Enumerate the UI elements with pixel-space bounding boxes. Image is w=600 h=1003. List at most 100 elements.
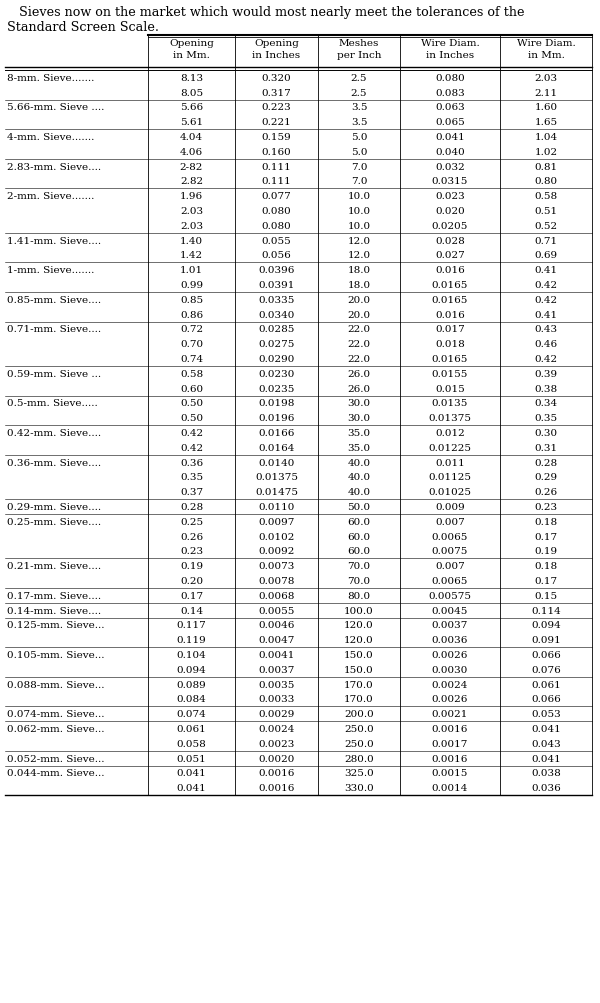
Text: 20.0: 20.0 — [347, 296, 371, 305]
Text: 0.81: 0.81 — [535, 162, 557, 172]
Text: 0.020: 0.020 — [435, 207, 465, 216]
Text: 0.056: 0.056 — [262, 251, 292, 260]
Text: 0.028: 0.028 — [435, 237, 465, 246]
Text: 5.66-mm. Sieve ....: 5.66-mm. Sieve .... — [7, 103, 104, 112]
Text: 0.0166: 0.0166 — [259, 428, 295, 437]
Text: 0.0017: 0.0017 — [432, 739, 468, 748]
Text: Wire Diam.: Wire Diam. — [517, 39, 575, 48]
Text: 0.0164: 0.0164 — [259, 443, 295, 452]
Text: 0.0065: 0.0065 — [432, 533, 468, 542]
Text: 5.66: 5.66 — [180, 103, 203, 112]
Text: 0.50: 0.50 — [180, 414, 203, 423]
Text: 1.04: 1.04 — [535, 133, 557, 142]
Text: Sieves now on the market which would most nearly meet the tolerances of the: Sieves now on the market which would mos… — [7, 6, 524, 19]
Text: 70.0: 70.0 — [347, 577, 371, 586]
Text: 2‑82: 2‑82 — [180, 162, 203, 172]
Text: 0.14: 0.14 — [180, 606, 203, 615]
Text: 0.0230: 0.0230 — [259, 369, 295, 378]
Text: 0.053: 0.053 — [531, 709, 561, 718]
Text: 0.29-mm. Sieve....: 0.29-mm. Sieve.... — [7, 503, 101, 512]
Text: 0.0110: 0.0110 — [259, 503, 295, 512]
Text: 0.0235: 0.0235 — [259, 384, 295, 393]
Text: 1-mm. Sieve.......: 1-mm. Sieve....... — [7, 266, 94, 275]
Text: 0.051: 0.051 — [176, 754, 206, 763]
Text: 2.03: 2.03 — [180, 222, 203, 231]
Text: 0.21-mm. Sieve....: 0.21-mm. Sieve.... — [7, 562, 101, 571]
Text: 22.0: 22.0 — [347, 325, 371, 334]
Text: 7.0: 7.0 — [351, 162, 367, 172]
Text: 0.016: 0.016 — [435, 266, 465, 275]
Text: 0.37: 0.37 — [180, 487, 203, 496]
Text: 0.094: 0.094 — [176, 665, 206, 674]
Text: 0.43: 0.43 — [535, 325, 557, 334]
Text: 0.19: 0.19 — [180, 562, 203, 571]
Text: 0.50: 0.50 — [180, 399, 203, 408]
Text: 0.17: 0.17 — [180, 592, 203, 601]
Text: 0.065: 0.065 — [435, 118, 465, 127]
Text: 0.0102: 0.0102 — [259, 533, 295, 542]
Text: 0.31: 0.31 — [535, 443, 557, 452]
Text: 330.0: 330.0 — [344, 783, 374, 792]
Text: 0.52: 0.52 — [535, 222, 557, 231]
Text: 1.96: 1.96 — [180, 193, 203, 201]
Text: 40.0: 40.0 — [347, 473, 371, 482]
Text: 0.69: 0.69 — [535, 251, 557, 260]
Text: 0.0046: 0.0046 — [259, 621, 295, 630]
Text: 0.28: 0.28 — [535, 458, 557, 467]
Text: 0.015: 0.015 — [435, 384, 465, 393]
Text: 120.0: 120.0 — [344, 636, 374, 645]
Text: 0.0029: 0.0029 — [259, 709, 295, 718]
Text: 2.5: 2.5 — [351, 88, 367, 97]
Text: 0.063: 0.063 — [435, 103, 465, 112]
Text: 0.041: 0.041 — [531, 724, 561, 733]
Text: 0.0045: 0.0045 — [432, 606, 468, 615]
Text: 120.0: 120.0 — [344, 621, 374, 630]
Text: 0.23: 0.23 — [535, 503, 557, 512]
Text: 0.42: 0.42 — [535, 281, 557, 290]
Text: 2.83-mm. Sieve....: 2.83-mm. Sieve.... — [7, 162, 101, 172]
Text: 0.42-mm. Sieve....: 0.42-mm. Sieve.... — [7, 428, 101, 437]
Text: 0.0041: 0.0041 — [259, 651, 295, 659]
Text: 0.0092: 0.0092 — [259, 547, 295, 556]
Text: 60.0: 60.0 — [347, 547, 371, 556]
Text: 0.35: 0.35 — [535, 414, 557, 423]
Text: 170.0: 170.0 — [344, 695, 374, 704]
Text: 1.41-mm. Sieve....: 1.41-mm. Sieve.... — [7, 237, 101, 246]
Text: 0.052-mm. Sieve...: 0.052-mm. Sieve... — [7, 754, 104, 763]
Text: 0.25-mm. Sieve....: 0.25-mm. Sieve.... — [7, 518, 101, 527]
Text: 0.26: 0.26 — [535, 487, 557, 496]
Text: per Inch: per Inch — [337, 51, 381, 60]
Text: 0.70: 0.70 — [180, 340, 203, 349]
Text: 35.0: 35.0 — [347, 443, 371, 452]
Text: 0.016: 0.016 — [435, 310, 465, 319]
Text: 0.0055: 0.0055 — [259, 606, 295, 615]
Text: 0.59-mm. Sieve ...: 0.59-mm. Sieve ... — [7, 369, 101, 378]
Text: 0.317: 0.317 — [262, 88, 292, 97]
Text: 0.009: 0.009 — [435, 503, 465, 512]
Text: 0.074-mm. Sieve...: 0.074-mm. Sieve... — [7, 709, 104, 718]
Text: 10.0: 10.0 — [347, 193, 371, 201]
Text: 0.0015: 0.0015 — [432, 768, 468, 777]
Text: 50.0: 50.0 — [347, 503, 371, 512]
Text: 0.0097: 0.0097 — [259, 518, 295, 527]
Text: 0.007: 0.007 — [435, 518, 465, 527]
Text: Meshes: Meshes — [339, 39, 379, 48]
Text: 0.72: 0.72 — [180, 325, 203, 334]
Text: 0.26: 0.26 — [180, 533, 203, 542]
Text: 2.11: 2.11 — [535, 88, 557, 97]
Text: 0.0391: 0.0391 — [259, 281, 295, 290]
Text: 12.0: 12.0 — [347, 251, 371, 260]
Text: 100.0: 100.0 — [344, 606, 374, 615]
Text: 0.080: 0.080 — [262, 222, 292, 231]
Text: 0.0165: 0.0165 — [432, 281, 468, 290]
Text: 0.0047: 0.0047 — [259, 636, 295, 645]
Text: 80.0: 80.0 — [347, 592, 371, 601]
Text: 0.41: 0.41 — [535, 310, 557, 319]
Text: 10.0: 10.0 — [347, 222, 371, 231]
Text: 0.0073: 0.0073 — [259, 562, 295, 571]
Text: 0.0196: 0.0196 — [259, 414, 295, 423]
Text: 0.71-mm. Sieve....: 0.71-mm. Sieve.... — [7, 325, 101, 334]
Text: 0.320: 0.320 — [262, 74, 292, 83]
Text: 0.34: 0.34 — [535, 399, 557, 408]
Text: 1.42: 1.42 — [180, 251, 203, 260]
